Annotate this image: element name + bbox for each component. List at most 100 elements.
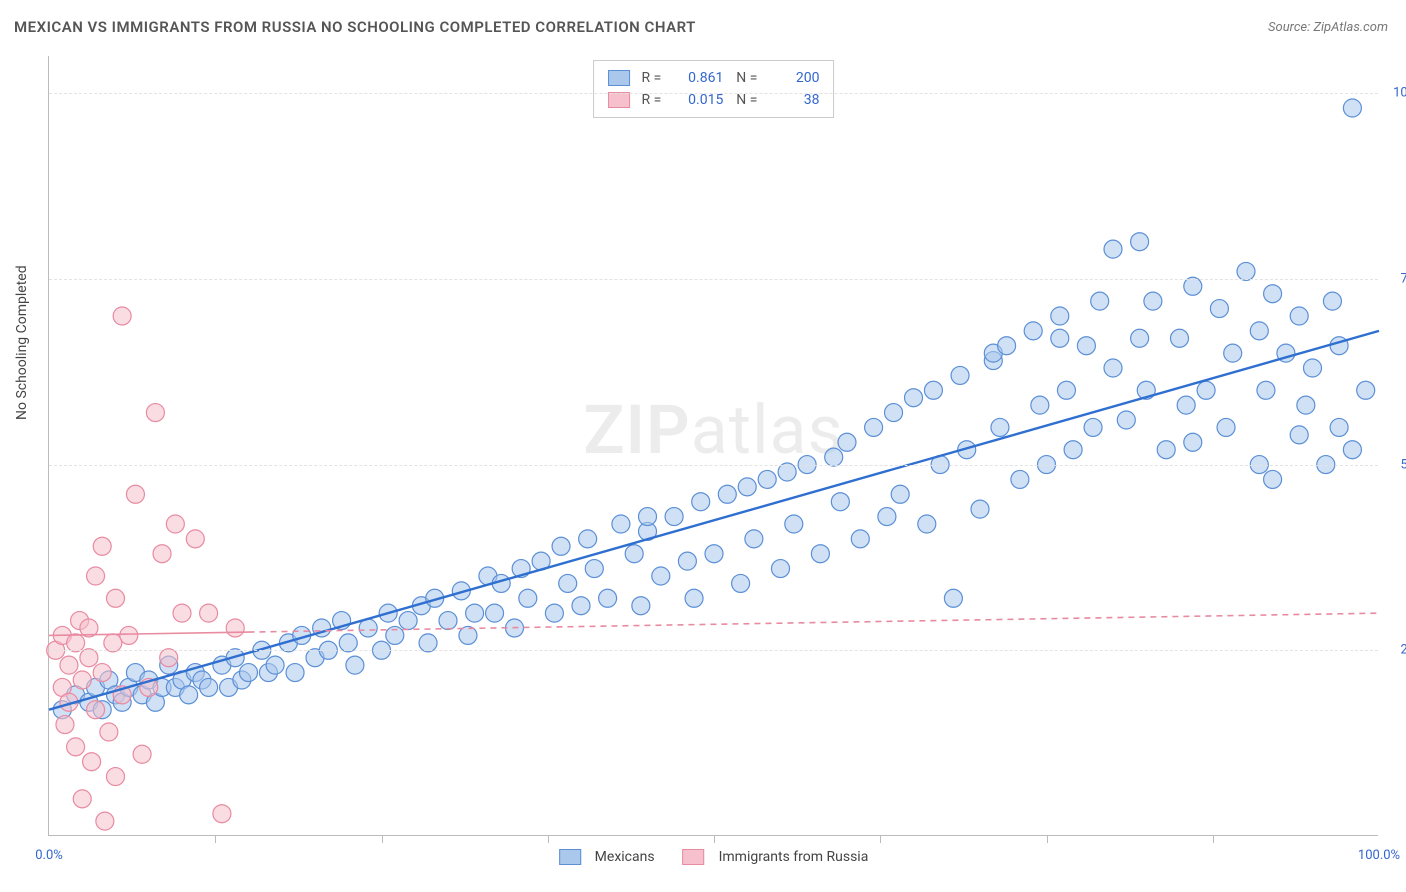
data-point bbox=[160, 649, 178, 667]
data-point bbox=[146, 404, 164, 422]
trend-line bbox=[49, 632, 249, 635]
data-point bbox=[971, 500, 989, 518]
data-point bbox=[1257, 381, 1275, 399]
data-point bbox=[778, 463, 796, 481]
data-point bbox=[180, 686, 198, 704]
data-point bbox=[718, 485, 736, 503]
data-point bbox=[1237, 262, 1255, 280]
data-point bbox=[705, 545, 723, 563]
data-point bbox=[466, 604, 484, 622]
trend-line bbox=[49, 331, 1379, 710]
gridline bbox=[49, 279, 1378, 280]
data-point bbox=[1171, 329, 1189, 347]
bottom-legend: Mexicans Immigrants from Russia bbox=[559, 849, 869, 865]
y-axis-label: No Schooling Completed bbox=[14, 265, 30, 420]
data-point bbox=[632, 597, 650, 615]
data-point bbox=[732, 574, 750, 592]
data-point bbox=[200, 604, 218, 622]
data-point bbox=[1084, 418, 1102, 436]
data-point bbox=[991, 418, 1009, 436]
data-point bbox=[67, 738, 85, 756]
data-point bbox=[545, 604, 563, 622]
legend-item-mexicans: Mexicans bbox=[559, 849, 655, 865]
data-point bbox=[1064, 441, 1082, 459]
data-point bbox=[1051, 329, 1069, 347]
data-point bbox=[639, 508, 657, 526]
data-point bbox=[120, 626, 138, 644]
data-point bbox=[1157, 441, 1175, 459]
data-point bbox=[1197, 381, 1215, 399]
data-point bbox=[439, 612, 457, 630]
xtick bbox=[215, 835, 216, 843]
legend-item-russia: Immigrants from Russia bbox=[683, 849, 869, 865]
data-point bbox=[559, 574, 577, 592]
xtick bbox=[548, 835, 549, 843]
data-point bbox=[785, 515, 803, 533]
data-point bbox=[665, 508, 683, 526]
data-point bbox=[96, 812, 114, 830]
data-point bbox=[73, 790, 91, 808]
data-point bbox=[1051, 307, 1069, 325]
data-point bbox=[652, 567, 670, 585]
xtick bbox=[382, 835, 383, 843]
data-point bbox=[1323, 292, 1341, 310]
data-point bbox=[519, 589, 537, 607]
data-point bbox=[878, 508, 896, 526]
data-point bbox=[240, 664, 258, 682]
data-point bbox=[1117, 411, 1135, 429]
data-point bbox=[286, 664, 304, 682]
data-point bbox=[166, 515, 184, 533]
data-point bbox=[1131, 329, 1149, 347]
data-point bbox=[599, 589, 617, 607]
data-point bbox=[1290, 307, 1308, 325]
ytick-label: 7.5% bbox=[1384, 271, 1406, 286]
data-point bbox=[1343, 99, 1361, 117]
data-point bbox=[67, 634, 85, 652]
data-point bbox=[104, 634, 122, 652]
data-point bbox=[1144, 292, 1162, 310]
data-point bbox=[865, 418, 883, 436]
data-point bbox=[1104, 240, 1122, 258]
data-point bbox=[399, 612, 417, 630]
data-point bbox=[339, 634, 357, 652]
data-point bbox=[213, 805, 231, 823]
data-point bbox=[1024, 322, 1042, 340]
plot-area: ZIPatlas R = 0.861 N = 200 R = 0.015 N =… bbox=[48, 56, 1378, 836]
chart-svg bbox=[49, 56, 1378, 835]
data-point bbox=[1343, 441, 1361, 459]
data-point bbox=[1290, 426, 1308, 444]
ytick-label: 2.5% bbox=[1384, 643, 1406, 658]
data-point bbox=[1131, 233, 1149, 251]
data-point bbox=[905, 389, 923, 407]
data-point bbox=[226, 619, 244, 637]
data-point bbox=[924, 381, 942, 399]
data-point bbox=[1357, 381, 1375, 399]
gridline bbox=[49, 465, 1378, 466]
xtick bbox=[880, 835, 881, 843]
data-point bbox=[1077, 337, 1095, 355]
data-point bbox=[153, 545, 171, 563]
data-point bbox=[87, 701, 105, 719]
source-attribution: Source: ZipAtlas.com bbox=[1268, 20, 1388, 35]
data-point bbox=[811, 545, 829, 563]
data-point bbox=[625, 545, 643, 563]
data-point bbox=[1297, 396, 1315, 414]
data-point bbox=[891, 485, 909, 503]
data-point bbox=[419, 634, 437, 652]
data-point bbox=[552, 537, 570, 555]
data-point bbox=[944, 589, 962, 607]
data-point bbox=[100, 723, 118, 741]
xtick bbox=[714, 835, 715, 843]
data-point bbox=[1184, 433, 1202, 451]
data-point bbox=[998, 337, 1016, 355]
trend-line bbox=[249, 613, 1380, 632]
data-point bbox=[83, 753, 101, 771]
data-point bbox=[113, 307, 131, 325]
data-point bbox=[126, 485, 144, 503]
data-point bbox=[107, 589, 125, 607]
xtick-label: 0.0% bbox=[35, 848, 63, 863]
data-point bbox=[93, 537, 111, 555]
data-point bbox=[745, 530, 763, 548]
legend-label: Mexicans bbox=[595, 849, 655, 865]
data-point bbox=[1011, 470, 1029, 488]
